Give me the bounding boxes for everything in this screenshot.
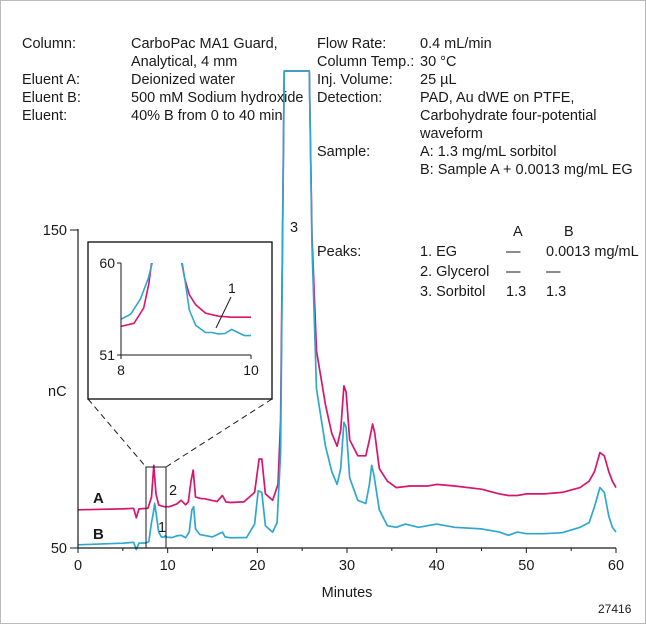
condition-right-value-2: 25 µL <box>420 72 457 88</box>
x-tick-label-50: 50 <box>518 558 534 574</box>
condition-right-label-3: Detection: <box>317 90 383 106</box>
condition-left-value-3: 500 mM Sodium hydroxide <box>131 90 304 106</box>
series-b-line <box>78 70 617 551</box>
inset-frame <box>87 241 273 400</box>
peak-row-2-a: — <box>506 264 521 280</box>
condition-right-label-6: Sample: <box>317 144 371 160</box>
inset-y-tick-label-60: 60 <box>99 255 115 271</box>
peak-row-1-name: 1. EG <box>420 244 458 260</box>
inset-peak-pointer <box>215 296 232 329</box>
peak-row-2-b: — <box>546 264 561 280</box>
x-tick-label-60: 60 <box>608 558 624 574</box>
inset-traces <box>120 263 251 337</box>
y-tick-label-50: 50 <box>51 541 67 557</box>
peak-label-1: 1 <box>158 520 166 536</box>
peaks-col-b-header: B <box>564 224 574 240</box>
peak-row-3-a: 1.3 <box>506 284 527 300</box>
peaks-col-a-header: A <box>513 224 523 240</box>
condition-right-label-1: Column Temp.: <box>317 54 415 70</box>
condition-right-value-0: 0.4 mL/min <box>420 36 492 52</box>
condition-left-label-4: Eluent: <box>22 108 68 124</box>
condition-right-value-3: PAD, Au dWE on PTFE, <box>420 90 575 106</box>
condition-right-value-1: 30 °C <box>420 54 457 70</box>
inset-x-tick-label-10: 10 <box>243 362 259 378</box>
peak-row-3-name: 3. Sorbitol <box>420 284 486 300</box>
condition-left-value-1: Analytical, 4 mm <box>131 54 238 70</box>
inset-x-tick-label-8: 8 <box>117 362 125 378</box>
condition-right-value-5: waveform <box>420 126 483 142</box>
inset-series-a-line <box>120 263 251 328</box>
condition-left-label-2: Eluent A: <box>22 72 81 88</box>
x-tick-label-40: 40 <box>429 558 445 574</box>
peak-row-3-b: 1.3 <box>546 284 567 300</box>
condition-left-label-0: Column: <box>22 36 76 52</box>
peak-label-3: 3 <box>290 220 298 236</box>
condition-left-value-2: Deionized water <box>131 72 235 88</box>
peak-label-2: 2 <box>169 483 177 499</box>
x-tick-label-20: 20 <box>249 558 265 574</box>
condition-left-value-0: CarboPac MA1 Guard, <box>131 36 278 52</box>
trace-label-a: A <box>93 490 104 507</box>
condition-right-value-7: B: Sample A + 0.0013 mg/mL EG <box>420 162 633 178</box>
inset-series-b-line <box>120 263 251 337</box>
zoom-connector-right <box>165 398 273 468</box>
condition-right-value-4: Carbohydrate four-potential <box>420 108 597 124</box>
peak-row-1-a: — <box>506 244 521 260</box>
x-tick-label-0: 0 <box>74 558 82 574</box>
condition-left-label-3: Eluent B: <box>22 90 81 106</box>
peaks-label: Peaks: <box>317 244 362 260</box>
chart-labels: nC Minutes A B 1 2 3 1 27416 <box>48 220 632 616</box>
axes: 0 10 20 30 40 50 60 50 150 8 10 51 60 <box>43 223 624 574</box>
peak-row-1-b: 0.0013 mg/mL <box>546 244 639 260</box>
y-axis-label: nC <box>48 384 67 400</box>
condition-right-value-6: A: 1.3 mg/mL sorbitol <box>420 144 557 160</box>
x-tick-label-10: 10 <box>160 558 176 574</box>
y-tick-label-150: 150 <box>43 223 67 239</box>
x-tick-label-30: 30 <box>339 558 355 574</box>
condition-right-label-2: Inj. Volume: <box>317 72 393 88</box>
condition-left-value-4: 40% B from 0 to 40 min <box>131 108 283 124</box>
inset-peak-label-1: 1 <box>228 280 236 296</box>
x-axis-label: Minutes <box>322 585 373 601</box>
trace-label-b: B <box>93 526 104 543</box>
condition-right-label-0: Flow Rate: <box>317 36 387 52</box>
peak-row-2-name: 2. Glycerol <box>420 264 490 280</box>
main-traces <box>78 70 617 551</box>
inset-y-tick-label-51: 51 <box>99 347 115 363</box>
figure-id: 27416 <box>598 602 632 616</box>
zoom-connector-left <box>87 398 147 468</box>
